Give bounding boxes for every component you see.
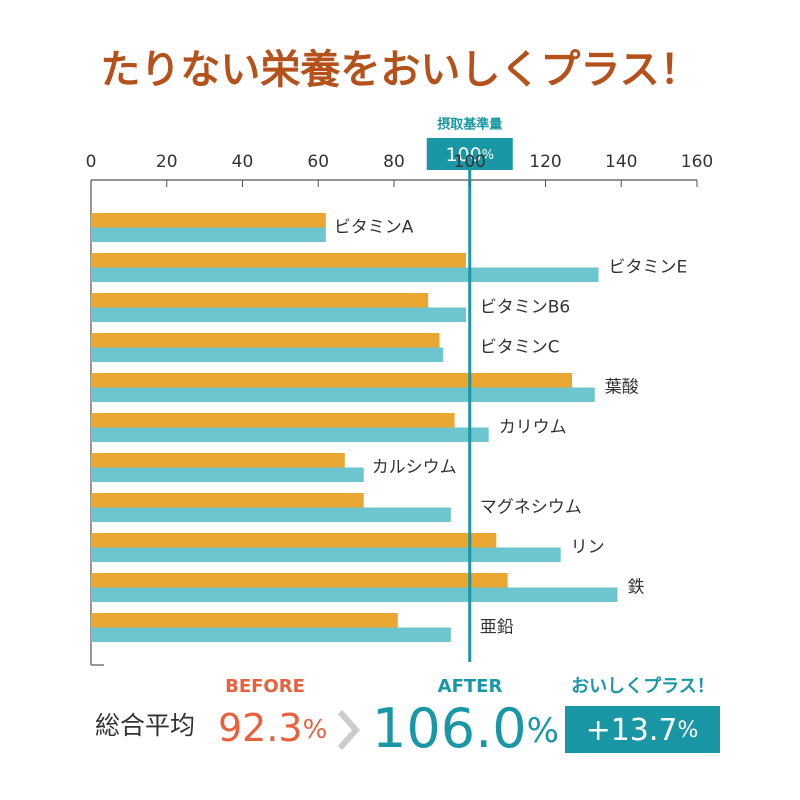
x-tick-label: 20: [156, 152, 178, 172]
bar: [91, 467, 364, 482]
bar: [91, 507, 451, 522]
x-tick-label: 140: [605, 152, 637, 172]
plus-unit: %: [678, 718, 699, 743]
reference-number: 100: [445, 144, 481, 166]
category-label: リン: [571, 538, 605, 558]
x-tick-label: 100: [454, 152, 486, 172]
bar: [91, 533, 497, 548]
category-label: 鉄: [627, 578, 644, 598]
category-label: ビタミンA: [334, 218, 414, 238]
reference-box: [426, 138, 513, 170]
bar: [91, 267, 599, 282]
bar: [91, 587, 618, 602]
reference-unit: %: [482, 148, 494, 163]
category-label: カリウム: [499, 418, 567, 438]
bar: [91, 373, 573, 388]
bar: [91, 427, 489, 442]
arrow: [337, 710, 361, 750]
plus-title: おいしくプラス！: [571, 675, 715, 697]
x-tick-label: 160: [681, 152, 713, 172]
bar: [91, 387, 595, 402]
bar: [91, 613, 398, 628]
reference-label: 100%: [445, 144, 494, 166]
plus-value: +13.7%: [586, 713, 699, 748]
x-tick-label: 40: [232, 152, 254, 172]
after-number: 106.0: [372, 697, 527, 760]
before-value: 92.3%: [218, 706, 327, 750]
x-tick-label: 120: [529, 152, 561, 172]
after-title: AFTER: [438, 676, 503, 697]
bar: [91, 547, 561, 562]
plus-box: [565, 706, 720, 753]
reference-title: 摂取基準量: [437, 117, 502, 133]
before-title: BEFORE: [225, 676, 305, 697]
bar: [91, 413, 455, 428]
category-label: カルシウム: [372, 458, 457, 478]
category-label: 亜鉛: [480, 618, 514, 638]
bar: [91, 253, 466, 268]
bar: [91, 307, 466, 322]
bar: [91, 627, 451, 642]
before-number: 92.3: [218, 706, 303, 750]
category-label: マグネシウム: [480, 498, 582, 518]
category-label: ビタミンC: [480, 338, 560, 358]
after-value: 106.0%: [372, 697, 559, 760]
bar: [91, 227, 326, 242]
x-tick-label: 0: [86, 152, 97, 172]
bar: [91, 293, 429, 308]
bar: [91, 493, 364, 508]
bar: [91, 333, 440, 348]
bar: [91, 573, 508, 588]
x-tick-label: 80: [383, 152, 405, 172]
bar: [91, 453, 345, 468]
category-label: ビタミンB6: [480, 298, 570, 318]
after-unit: %: [527, 711, 559, 751]
bar: [91, 347, 444, 362]
category-label: ビタミンE: [609, 258, 688, 278]
bar: [91, 213, 326, 228]
chart-title: たりない栄養をおいしくプラス！: [100, 47, 699, 93]
category-label: 葉酸: [605, 378, 639, 398]
before-unit: %: [303, 715, 328, 745]
plus-number: +13.7: [586, 713, 678, 748]
summary-label: 総合平均: [95, 711, 195, 740]
x-tick-label: 60: [307, 152, 329, 172]
